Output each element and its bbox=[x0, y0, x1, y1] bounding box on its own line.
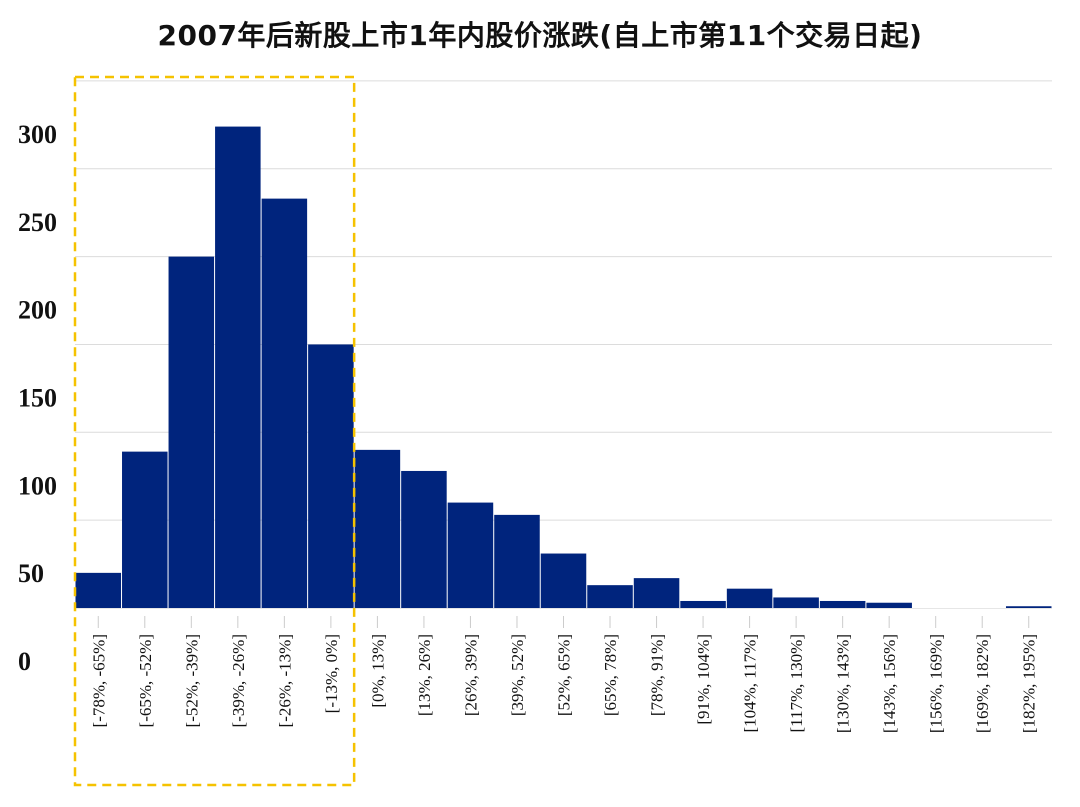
bar bbox=[308, 344, 354, 608]
x-tick-label: [-78%, -65%] bbox=[89, 634, 108, 727]
y-tick-label: 100 bbox=[18, 471, 57, 500]
bar bbox=[494, 514, 540, 608]
x-tick-label: [-52%, -39%] bbox=[182, 634, 201, 727]
x-tick-label: [-65%, -52%] bbox=[136, 634, 155, 727]
x-tick-label: [26%, 39%] bbox=[461, 634, 480, 716]
x-tick-label: [169%, 182%] bbox=[973, 634, 992, 733]
bar bbox=[354, 449, 401, 608]
y-tick-label: 200 bbox=[18, 296, 57, 325]
x-tick-label: [143%, 156%] bbox=[880, 634, 899, 733]
y-tick-label: 250 bbox=[18, 208, 57, 237]
x-tick-label: [-13%, 0%] bbox=[322, 634, 341, 713]
highlight-box bbox=[73, 75, 356, 787]
bar bbox=[447, 502, 494, 608]
x-tick-label: [52%, 65%] bbox=[555, 634, 574, 716]
y-tick-label: 300 bbox=[18, 120, 57, 149]
bar bbox=[633, 578, 680, 608]
x-tick-label: [0%, 13%] bbox=[368, 634, 387, 708]
x-tick-label: [-39%, -26%] bbox=[229, 634, 248, 727]
bar bbox=[587, 585, 633, 608]
y-tick-label: 0 bbox=[18, 647, 31, 676]
y-tick-label: 50 bbox=[18, 559, 44, 588]
y-tick-label: 150 bbox=[18, 383, 57, 412]
x-tick-label: [104%, 117%] bbox=[741, 634, 760, 733]
bar bbox=[168, 256, 215, 608]
bar bbox=[401, 470, 447, 608]
x-tick-label: [182%, 195%] bbox=[1020, 634, 1039, 733]
bar bbox=[726, 588, 773, 608]
bar bbox=[215, 126, 261, 608]
x-tick-label: [13%, 26%] bbox=[415, 634, 434, 716]
x-axis: [-78%, -65%] [-65%, -52%] [-52%, -39%] [-39… bbox=[89, 616, 1039, 733]
bar bbox=[866, 602, 912, 608]
chart-title: 2007年后新股上市1年内股价涨跌(自上市第11个交易日起) bbox=[157, 19, 923, 52]
x-tick-label: [65%, 78%] bbox=[601, 634, 620, 716]
bar bbox=[75, 572, 122, 608]
x-tick-label: [91%, 104%] bbox=[694, 634, 713, 725]
bars bbox=[75, 126, 1052, 608]
bar bbox=[819, 600, 866, 608]
x-tick-label: [-26%, -13%] bbox=[275, 634, 294, 727]
x-tick-label: [78%, 91%] bbox=[648, 634, 667, 716]
x-tick-label: [130%, 143%] bbox=[834, 634, 853, 733]
x-tick-label: [156%, 169%] bbox=[927, 634, 946, 733]
bar bbox=[122, 451, 168, 608]
bar bbox=[773, 597, 819, 608]
x-tick-label: [117%, 130%] bbox=[787, 634, 806, 733]
bar bbox=[680, 600, 726, 608]
y-axis: 0 50 100 150 200 250 300 bbox=[18, 120, 57, 676]
bar bbox=[261, 198, 308, 608]
bar bbox=[540, 553, 587, 608]
x-tick-label: [39%, 52%] bbox=[508, 634, 527, 716]
bar bbox=[1005, 606, 1052, 608]
